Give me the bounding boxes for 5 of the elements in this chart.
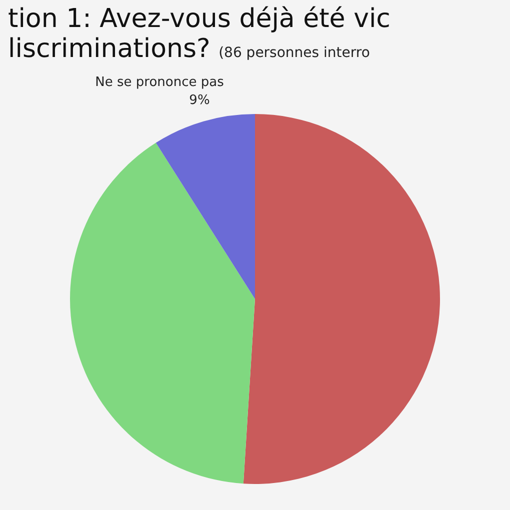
text: (86 personnes interro [218, 45, 370, 61]
chart-title: tion 1: Avez-vous déjà été vic [8, 4, 392, 34]
chart-subtitle: liscriminations? [8, 34, 210, 64]
data-label: 9% [189, 92, 210, 108]
slice-label: Ne se prononce pas [95, 74, 224, 90]
